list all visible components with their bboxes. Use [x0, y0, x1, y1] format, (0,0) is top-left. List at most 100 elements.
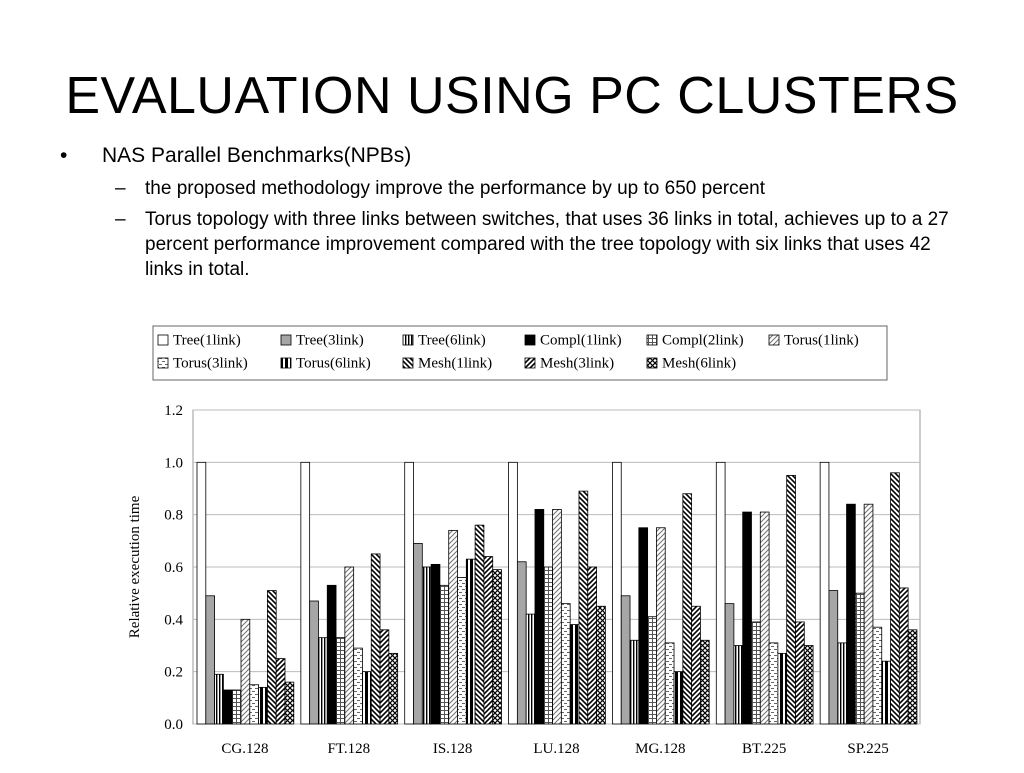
- bar: [344, 566, 355, 725]
- bar: [430, 563, 441, 725]
- bar: [768, 642, 779, 725]
- bar: [318, 637, 328, 725]
- legend-label: Compl(1link): [540, 333, 622, 349]
- bar: [543, 566, 553, 725]
- bar: [863, 503, 874, 725]
- bar: [890, 472, 900, 725]
- legend-label: Torus(3link): [173, 356, 248, 372]
- bar: [249, 684, 260, 725]
- bar: [362, 671, 372, 725]
- bar: [196, 461, 207, 725]
- sub-bullet-marker: –: [115, 209, 126, 230]
- sub-bullet-item: – the proposed methodology improve the p…: [60, 176, 960, 201]
- bar: [552, 509, 562, 725]
- bar: [742, 511, 752, 725]
- bullet-text: NAS Parallel Benchmarks(NPBs): [102, 144, 412, 167]
- y-tick-label: 0.2: [164, 665, 183, 681]
- bar: [231, 689, 242, 725]
- bar: [205, 595, 216, 725]
- bar: [691, 605, 701, 725]
- bar: [223, 689, 233, 725]
- bar: [326, 584, 337, 725]
- x-tick-label: BT.225: [742, 741, 786, 757]
- bar: [214, 673, 224, 725]
- legend-label: Tree(3link): [296, 333, 364, 349]
- bar: [483, 556, 494, 725]
- x-tick-label: FT.128: [327, 741, 370, 757]
- bar: [258, 686, 268, 725]
- bar: [828, 590, 839, 725]
- bar: [370, 553, 381, 725]
- sub-bullet-marker: –: [115, 178, 126, 199]
- bar: [612, 461, 622, 725]
- bar: [854, 592, 865, 725]
- bullet-marker: •: [60, 144, 68, 167]
- x-tick-label: CG.128: [221, 741, 268, 757]
- bar: [421, 566, 432, 725]
- bar: [819, 461, 830, 725]
- x-tick-label: SP.225: [847, 741, 888, 757]
- bar: [534, 509, 545, 725]
- x-tick-label: MG.128: [635, 741, 685, 757]
- bar: [388, 652, 399, 725]
- bar: [673, 671, 684, 725]
- bar: [457, 577, 467, 725]
- bar: [664, 642, 675, 725]
- slide-title: EVALUATION USING PC CLUSTERS: [65, 67, 959, 125]
- bar: [448, 529, 458, 725]
- legend-label: Tree(1link): [173, 333, 241, 349]
- legend-label: Mesh(1link): [418, 356, 492, 372]
- legend-label: Compl(2link): [662, 333, 744, 349]
- y-tick-label: 1.0: [164, 455, 183, 471]
- bar: [724, 603, 735, 725]
- bar: [846, 503, 856, 725]
- bar: [525, 613, 536, 725]
- legend-label: Tree(6link): [418, 333, 486, 349]
- sub-bullet-text: the proposed methodology improve the per…: [145, 178, 765, 199]
- sub-bullet-text: Torus topology with three links between …: [145, 209, 949, 280]
- bar: [578, 490, 589, 725]
- bar: [560, 603, 571, 725]
- bar: [682, 493, 693, 725]
- bar: [638, 527, 649, 725]
- legend-swatch: [157, 334, 169, 346]
- bar: [881, 660, 891, 725]
- y-tick-label: 0.8: [164, 508, 183, 524]
- legend-swatch: [402, 334, 414, 346]
- bar: [439, 584, 450, 725]
- bar: [596, 605, 606, 725]
- bar: [907, 629, 918, 725]
- bar: [474, 524, 485, 725]
- y-axis-label: Relative execution time: [127, 495, 143, 638]
- sub-bullet-item: – Torus topology with three links betwee…: [60, 207, 960, 282]
- bar: [733, 645, 744, 725]
- bar: [508, 461, 518, 725]
- bar: [353, 647, 363, 725]
- bar: [647, 616, 657, 725]
- bar: [751, 621, 761, 725]
- x-tick-label: IS.128: [433, 741, 473, 757]
- legend-label: Torus(6link): [296, 356, 371, 372]
- bar: [715, 461, 726, 725]
- bar: [795, 621, 805, 725]
- legend-swatch: [646, 334, 658, 346]
- bar: [413, 543, 423, 725]
- legend-box: [152, 325, 888, 381]
- bullet-list: • NAS Parallel Benchmarks(NPBs) – the pr…: [60, 142, 960, 282]
- bar: [837, 642, 847, 725]
- bar: [240, 618, 251, 725]
- bar: [803, 645, 814, 725]
- bar: [309, 600, 319, 725]
- bar: [777, 652, 788, 725]
- bar: [700, 639, 710, 725]
- bar: [629, 639, 640, 725]
- bar: [786, 475, 796, 725]
- bar: [516, 561, 527, 725]
- bar-chart: Tree(1link) Tree(3link) Tree(6link) Compl(1…: [127, 325, 921, 757]
- legend-swatch: [768, 334, 780, 346]
- bar: [275, 658, 286, 725]
- bar: [872, 626, 883, 725]
- legend-swatch: [524, 334, 536, 346]
- y-tick-label: 0.4: [164, 612, 183, 628]
- bar: [266, 590, 277, 725]
